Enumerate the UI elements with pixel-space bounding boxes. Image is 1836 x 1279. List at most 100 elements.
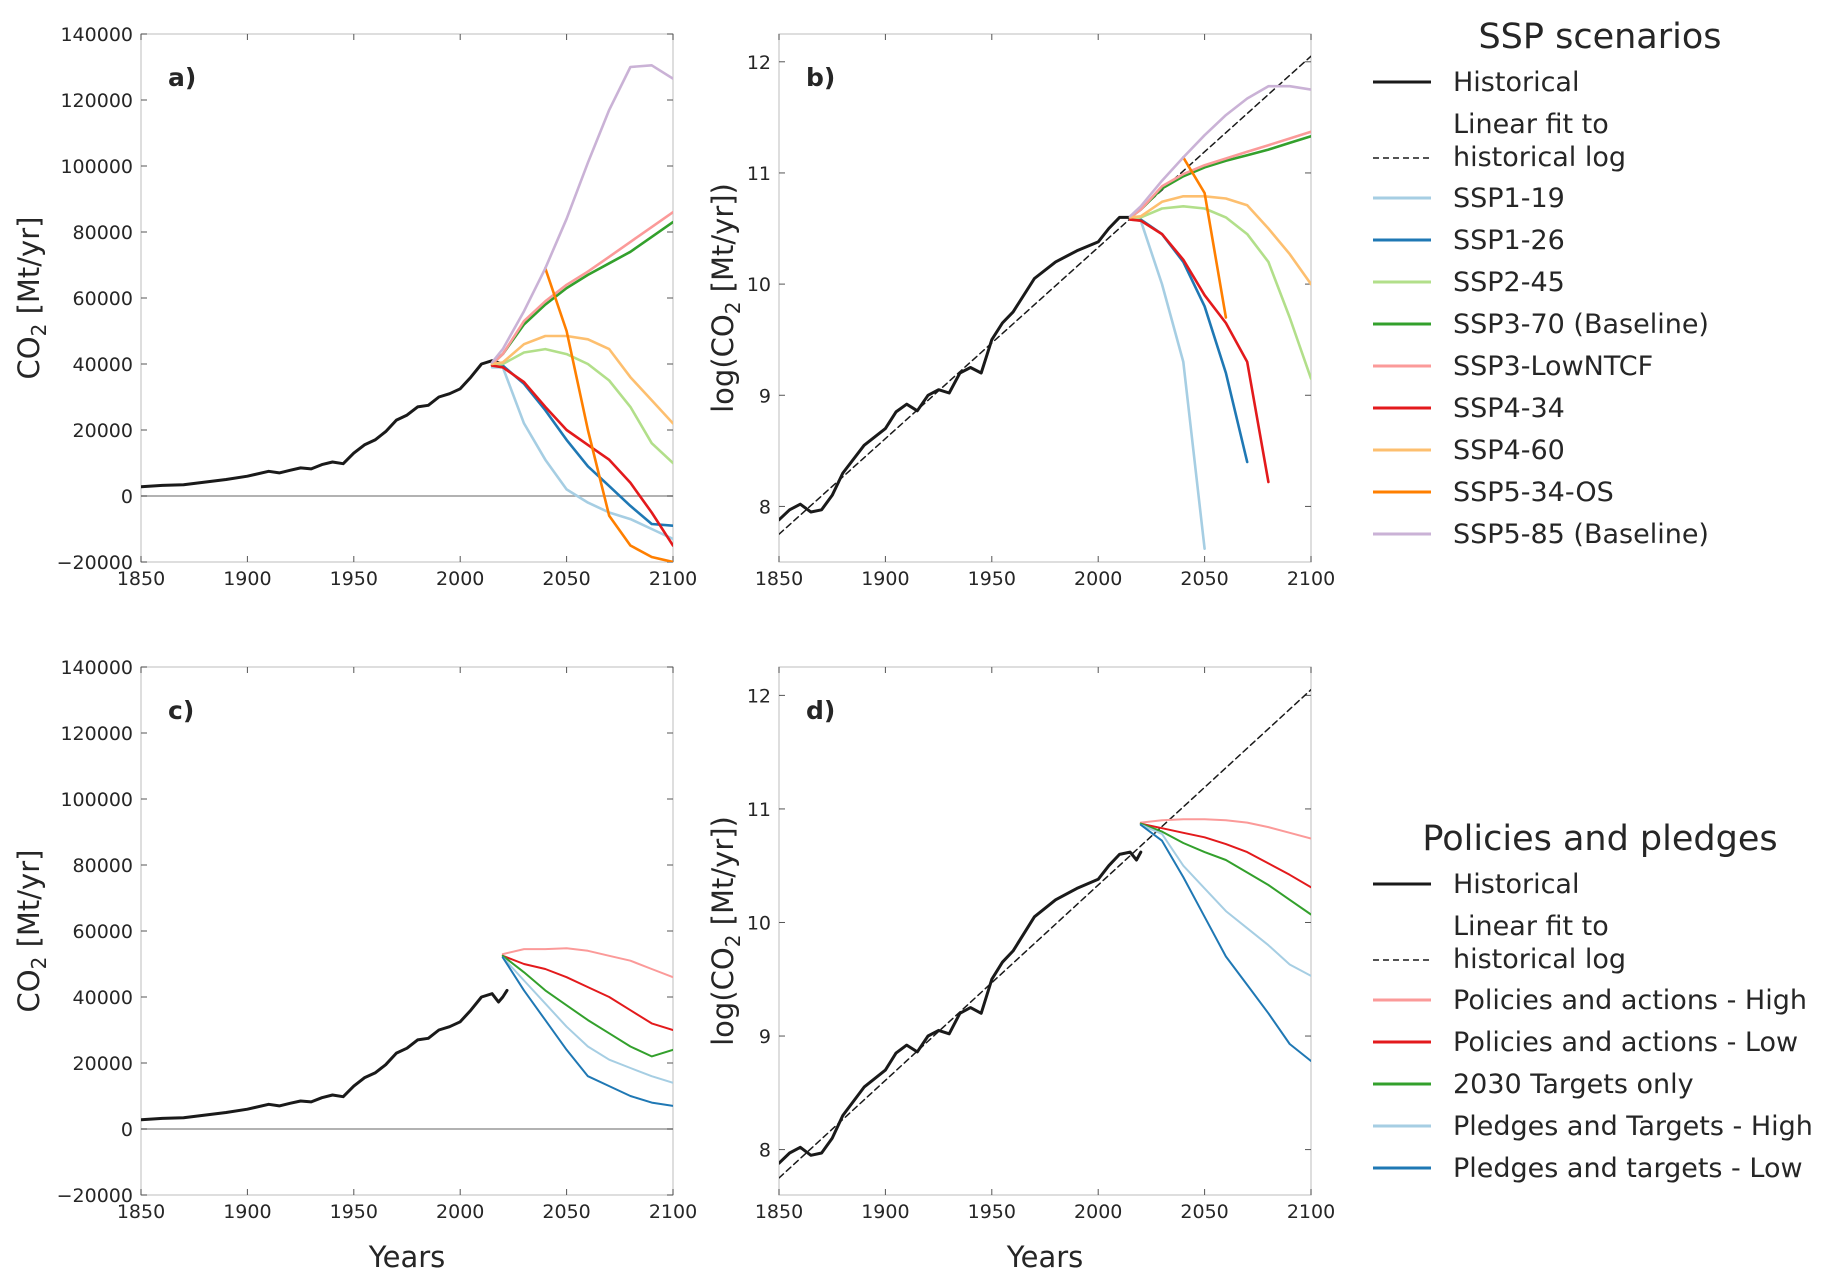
series-line-2030-targets-only [501, 954, 673, 1058]
y-axis-label: CO2 [Mt/yr] [12, 850, 51, 1013]
x-axis-label: Years [1006, 1240, 1084, 1274]
series-line-ssp2-45 [1128, 205, 1311, 380]
series-line-historical [141, 988, 509, 1122]
series-line-historical [779, 215, 1143, 522]
x-tick-label: 1900 [223, 1201, 271, 1223]
x-tick-label: 2050 [542, 568, 590, 590]
x-tick-label: 1850 [755, 1201, 803, 1223]
x-tick-label: 2100 [649, 1201, 697, 1223]
y-tick-label: 140000 [60, 657, 133, 679]
legend-label: SSP1-19 [1453, 183, 1565, 214]
panel-label: b) [806, 63, 835, 92]
y-tick-label: −20000 [57, 552, 133, 574]
x-tick-label: 1950 [330, 1201, 378, 1223]
y-tick-label: 100000 [60, 156, 133, 178]
y-tick-label: 8 [759, 1140, 771, 1162]
legend-label: SSP5-34-OS [1453, 477, 1614, 508]
x-axis-label: Years [368, 1240, 446, 1274]
x-tick-label: 2050 [542, 1201, 590, 1223]
x-tick-label: 2050 [1180, 1201, 1228, 1223]
panel-4: 1850 1900 1950 2000 2050 2100 8 9 10 11 12 d) log(CO… [706, 666, 1335, 1274]
y-tick-label: 11 [747, 163, 771, 185]
legend-label: Pledges and targets - Low [1453, 1153, 1803, 1184]
axes-frame [140, 33, 674, 563]
series-line-historical [141, 359, 505, 489]
series-line-ssp1-26 [1128, 218, 1249, 464]
y-tick-label: 60000 [73, 288, 133, 310]
series-group [779, 55, 1311, 551]
y-tick-label: 20000 [73, 420, 133, 442]
legend-ssp-scenarios: SSP scenarios Historical Linear fit tohist… [1373, 17, 1722, 550]
series-line-ssp4-60 [490, 334, 673, 425]
legend-label: 2030 Targets only [1453, 1069, 1694, 1100]
panel-3: 1850 1900 1950 2000 2050 2100 −20000 0 20000 4000… [12, 657, 697, 1274]
x-tick-label: 1850 [755, 568, 803, 590]
series-line-ssp3-70-baseline [490, 220, 673, 366]
y-tick-label: 80000 [73, 222, 133, 244]
x-tick-label: 2000 [1074, 568, 1122, 590]
panel-label: c) [168, 696, 194, 725]
panel-2: 1850 1900 1950 2000 2050 2100 8 9 10 11 12 b) log(CO… [706, 33, 1335, 590]
x-tick-label: 1950 [330, 568, 378, 590]
series-line-ssp3-lowntcf [1128, 130, 1311, 219]
x-tick-label: 1850 [117, 1201, 165, 1223]
series-line-linear-fit-to-historical-log [779, 688, 1311, 1179]
axes-frame [140, 666, 674, 1196]
series-line-pledges-and-targets-high [1139, 823, 1311, 977]
x-tick-label: 1850 [117, 568, 165, 590]
x-tick-label: 2000 [436, 1201, 484, 1223]
y-tick-label: 9 [759, 1026, 771, 1048]
y-tick-label: 12 [747, 685, 771, 707]
legend-label: historical log [1453, 944, 1626, 975]
legend-label: SSP1-26 [1453, 225, 1565, 256]
legend-title: Policies and pledges [1422, 819, 1777, 859]
y-tick-label: −20000 [57, 1185, 133, 1207]
series-line-ssp5-34-os [543, 266, 673, 562]
legend-label: SSP2-45 [1453, 267, 1565, 298]
legend-label: historical log [1453, 142, 1626, 173]
y-axis-label: CO2 [Mt/yr] [12, 217, 51, 380]
series-line-historical [779, 850, 1143, 1165]
legend-label: Policies and actions - Low [1453, 1027, 1798, 1058]
x-tick-label: 2100 [1287, 1201, 1335, 1223]
y-tick-label: 40000 [73, 987, 133, 1009]
y-tick-label: 80000 [73, 855, 133, 877]
series-line-ssp3-lowntcf [490, 210, 673, 366]
series-line-policies-and-actions-low [1139, 822, 1311, 889]
panel-1: 1850 1900 1950 2000 2050 2100 −20000 0 20000 4000… [12, 24, 697, 590]
x-tick-label: 1950 [968, 1201, 1016, 1223]
x-tick-label: 2000 [436, 568, 484, 590]
y-tick-label: 60000 [73, 921, 133, 943]
y-tick-label: 120000 [60, 90, 133, 112]
y-axis-label: log(CO2 [Mt/yr]) [706, 183, 745, 413]
x-tick-label: 1900 [861, 568, 909, 590]
series-line-linear-fit-to-historical-log [779, 55, 1311, 535]
series-line-ssp4-34 [490, 364, 673, 547]
series-line-ssp5-85-baseline [1128, 84, 1311, 218]
series-group [141, 64, 673, 562]
series-line-policies-and-actions-high [501, 947, 673, 979]
y-tick-label: 0 [121, 486, 133, 508]
legend-title: SSP scenarios [1478, 17, 1721, 57]
series-line-ssp2-45 [490, 347, 673, 465]
legend-label: Historical [1453, 67, 1579, 98]
series-line-ssp4-34 [1128, 218, 1270, 484]
x-tick-label: 1950 [968, 568, 1016, 590]
axes-frame [778, 33, 1312, 563]
x-tick-label: 1900 [223, 568, 271, 590]
series-line-ssp1-19 [490, 365, 673, 541]
series-group [141, 947, 673, 1122]
x-tick-label: 2100 [649, 568, 697, 590]
series-line-ssp5-85-baseline [490, 64, 673, 364]
series-line-ssp4-60 [1128, 195, 1311, 286]
series-group [779, 688, 1311, 1179]
legend-label: SSP4-34 [1453, 393, 1565, 424]
legend-label: SSP4-60 [1453, 435, 1565, 466]
series-line-pledges-and-targets-high [501, 956, 673, 1084]
y-tick-label: 0 [121, 1119, 133, 1141]
y-tick-label: 9 [759, 385, 771, 407]
series-line-policies-and-actions-high [1139, 818, 1311, 840]
panel-label: a) [168, 63, 196, 92]
series-line-ssp1-26 [490, 364, 673, 528]
